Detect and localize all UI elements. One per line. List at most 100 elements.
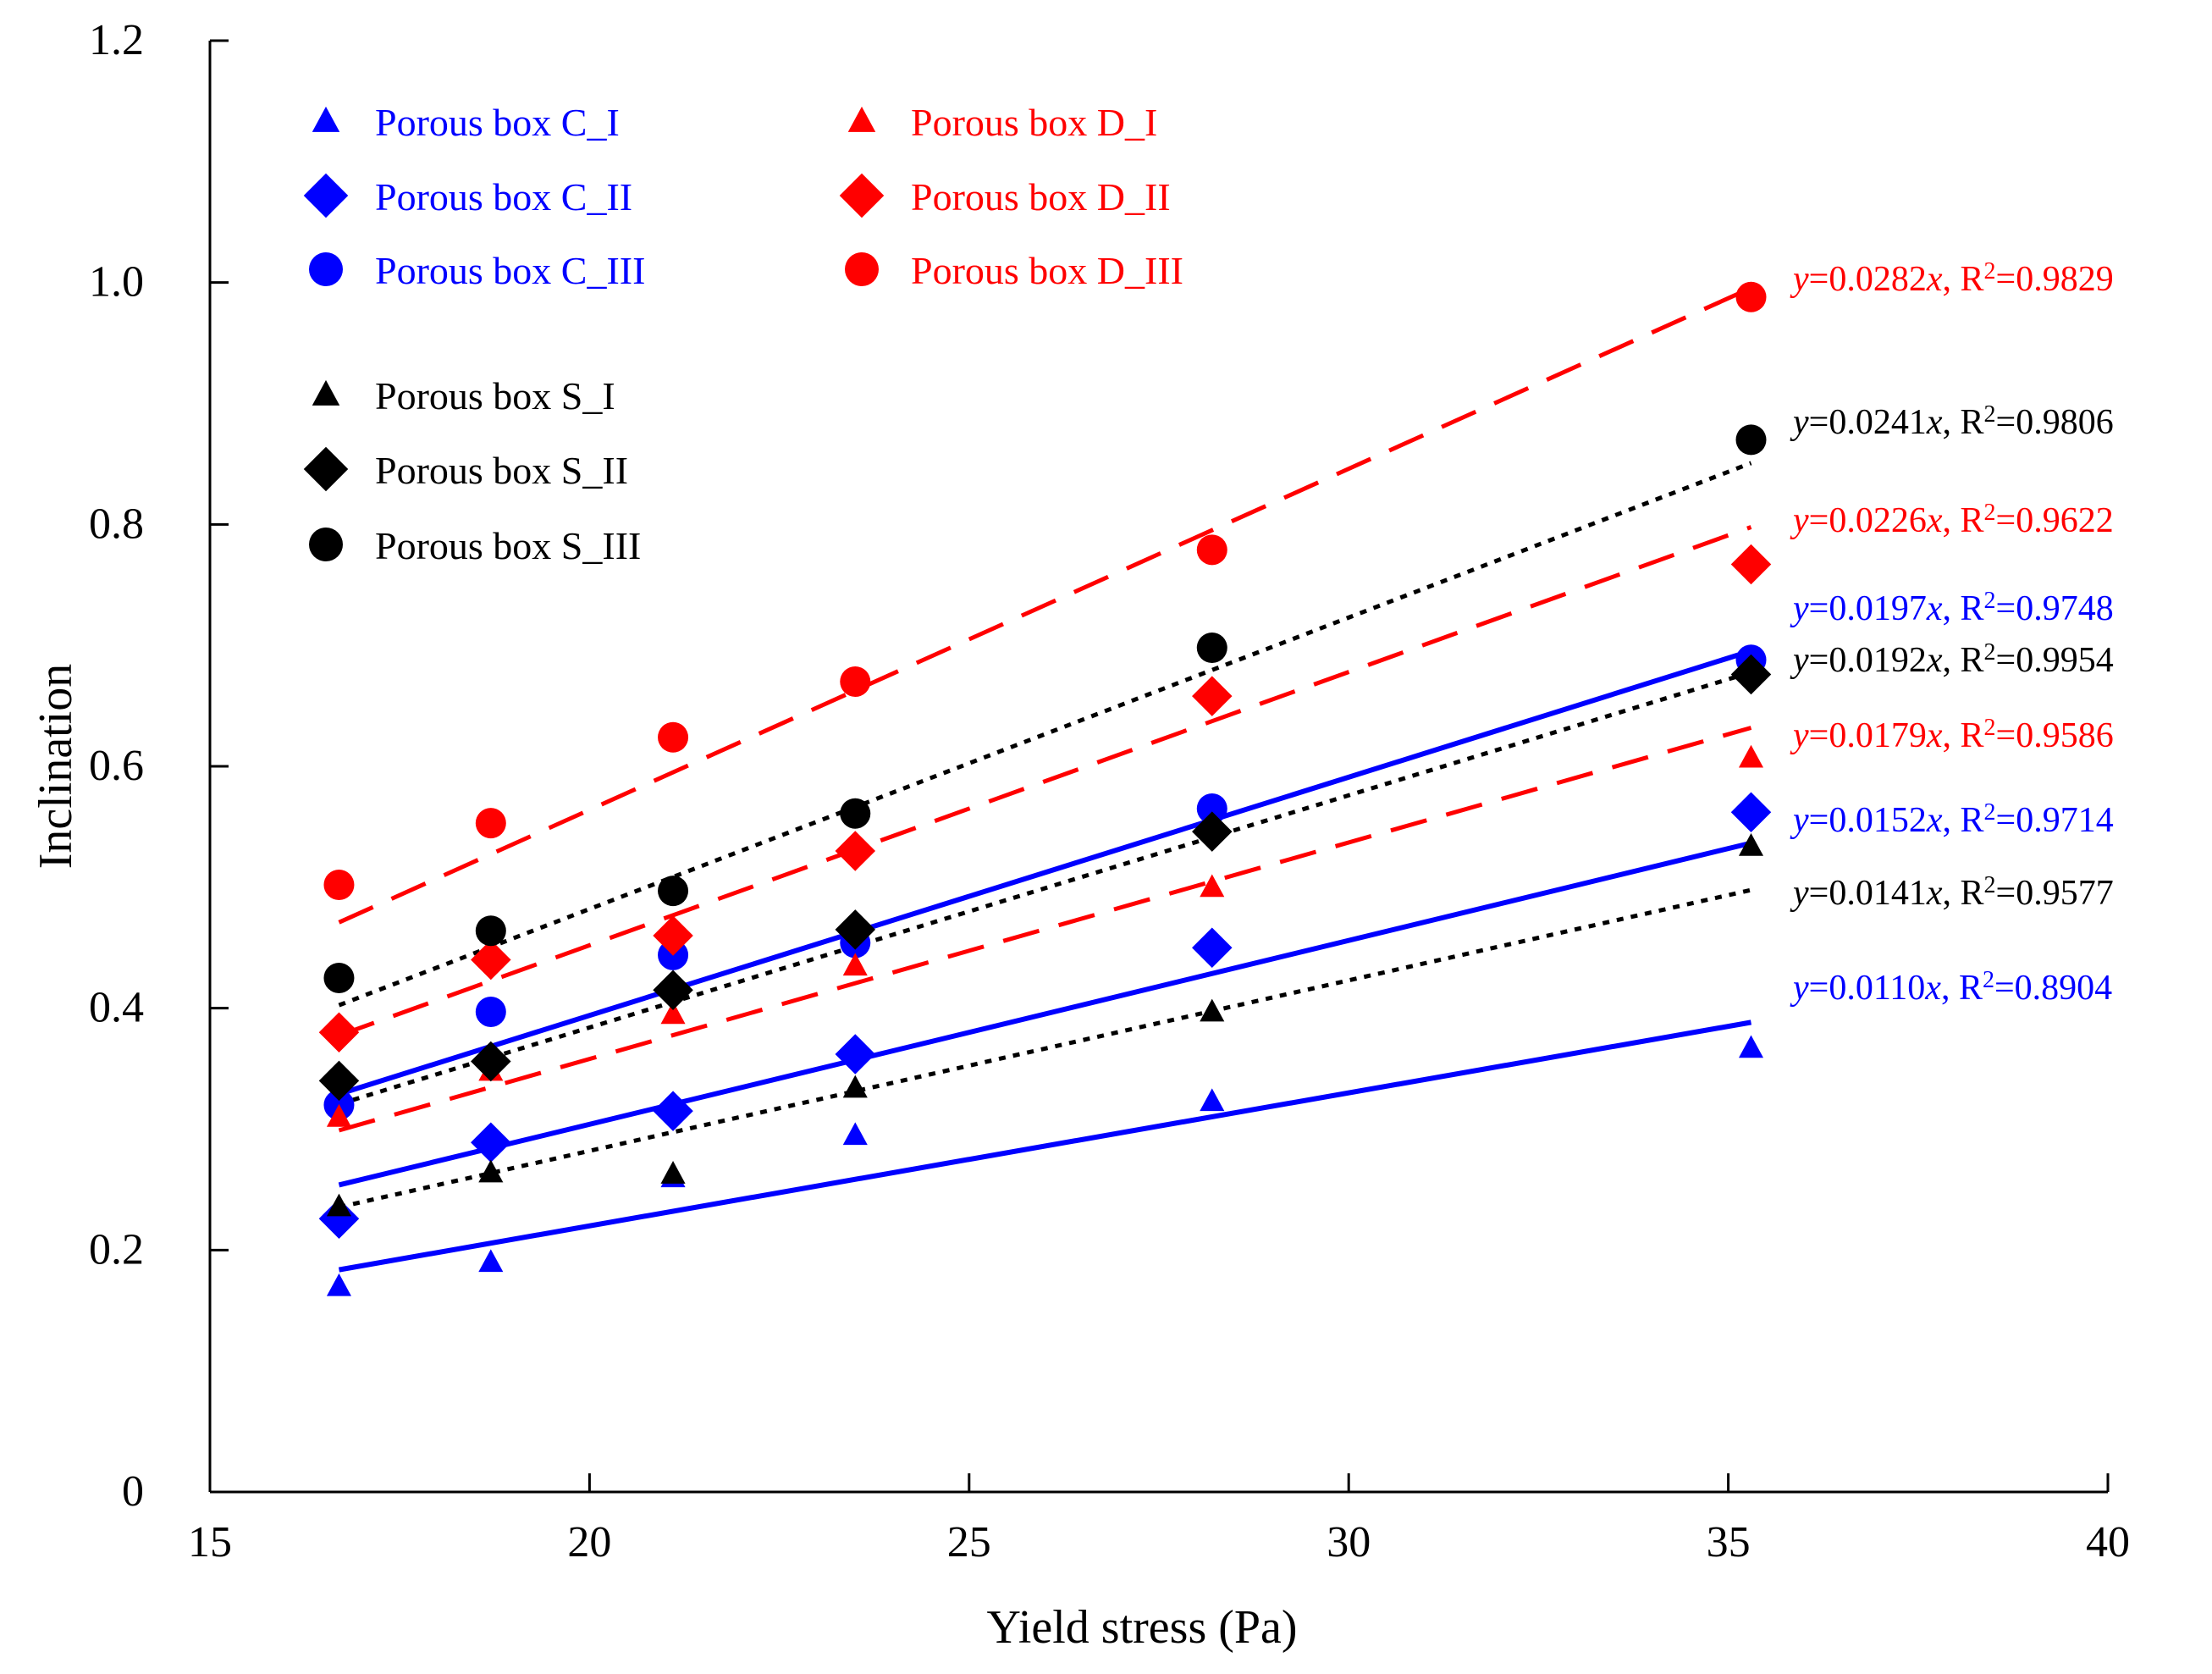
x-tick-label: 35 [1707,1518,1751,1566]
legend-label: Porous box C_II [375,175,632,218]
data-point [471,1122,511,1163]
fit-equation-part: =0.9748 [1996,589,2114,628]
data-point [478,1249,504,1273]
fit-line [338,525,1752,1038]
x-tick-label: 25 [947,1518,991,1566]
ticks: 15 20 25 30 35 40 0 0.2 0.4 0.6 0.8 1.0 1.2 [89,16,2130,1566]
data-markers [318,281,1772,1296]
data-point [318,1012,360,1052]
y-tick-label: 0 [122,1467,144,1516]
data-point [1200,998,1225,1022]
legend-marker [303,446,349,492]
y-tick-label: 1.0 [89,258,144,307]
legend-item: Porous box D_II [839,173,1171,218]
fit-line [338,887,1752,1210]
fit-equation-part: x [1926,403,1943,442]
fit-equation-part: =0.0282 [1809,260,1927,299]
data-point [323,962,355,993]
legend-label: Porous box C_III [375,249,645,292]
data-point [475,996,506,1027]
fit-equation-part: =0.9622 [1996,501,2114,540]
data-point [835,1034,876,1075]
fit-equation-part: 2 [1984,799,1996,826]
legend-label: Porous box D_III [911,249,1183,292]
fit-equation-part: , R [1941,969,1983,1008]
fit-equation-part: =0.9806 [1996,403,2114,442]
data-point [660,1161,686,1184]
legend-label: Porous box C_I [375,101,620,144]
fit-equation-part: y [1790,801,1809,840]
legend-label: Porous box S_III [375,524,641,567]
data-point [835,831,876,871]
fit-equation-part: =0.9829 [1996,260,2114,299]
fit-equation-part: y [1790,501,1809,540]
legend-item: Porous box S_II [303,446,628,492]
y-tick-label: 1.2 [89,16,144,64]
legend-label: Porous box D_I [911,101,1157,144]
fit-equation-part: y [1790,969,1809,1008]
fit-equation-part: =0.0197 [1809,589,1927,628]
fit-equation-part: =0.8904 [1994,969,2112,1008]
fit-line [338,670,1752,1107]
data-point [1730,792,1772,833]
fit-equation-part: 2 [1984,639,1996,666]
fit-equation-part: , R [1943,716,1984,755]
x-tick-label: 30 [1327,1518,1371,1566]
fit-equation-part: =0.0110 [1809,969,1926,1008]
data-point [1738,832,1764,856]
fit-equation-part: 2 [1984,715,1996,741]
legend-marker [309,252,343,286]
x-axis-label: Yield stress (Pa) [986,1601,1297,1654]
fit-equation-part: 2 [1983,967,1994,993]
fit-equation-part: =0.9577 [1996,874,2114,913]
legend-label: Porous box S_II [375,449,628,492]
data-point [1196,793,1227,824]
fit-equation-part: y [1790,260,1809,299]
legend-marker [312,106,340,132]
data-point [326,1193,351,1217]
legend-marker [847,106,876,132]
data-point [1192,927,1233,968]
data-point [842,953,868,976]
data-point [326,1103,351,1127]
data-point [1200,1088,1225,1112]
legend-marker [845,252,879,286]
legend-marker [309,528,343,561]
data-point [658,721,689,753]
fit-line [338,648,1752,1097]
data-point [326,1273,351,1296]
legend-label: Porous box D_II [911,175,1171,218]
x-tick-label: 20 [567,1518,611,1566]
legend-item: Porous box C_I [312,101,620,144]
fit-equation-part: , R [1943,589,1984,628]
legend-marker [312,379,340,406]
fit-equation-part: y [1790,874,1809,913]
data-point [1738,744,1764,768]
x-tick-label: 40 [2086,1518,2130,1566]
data-point [653,970,693,1010]
data-point [1730,654,1772,695]
fit-equation-part: x [1926,589,1943,628]
fit-equation: y=0.0226x, R2=0.9622 [1790,500,2114,540]
legend-item: Porous box S_I [312,374,615,417]
legend-item: Porous box C_II [303,173,632,218]
data-point [1196,534,1227,566]
data-point [471,1041,511,1082]
fit-equation-part: , R [1943,403,1984,442]
fit-equation: y=0.0152x, R2=0.9714 [1790,799,2114,840]
fit-equation-part: =0.9714 [1996,801,2114,840]
legend-item: Porous box S_III [309,524,641,567]
data-point [475,915,506,947]
data-point [1192,811,1233,852]
fit-equation-part: , R [1943,260,1984,299]
fit-equation-part: 2 [1984,401,1996,428]
legend: Porous box C_I Porous box C_II Porous box … [303,101,1183,567]
y-tick-label: 0.6 [89,742,144,790]
data-point [318,1060,360,1102]
fit-equation-part: =0.0241 [1809,403,1927,442]
data-point [653,915,693,956]
fit-equation-part: x [1926,801,1943,840]
fit-equation-part: =0.9586 [1996,716,2114,755]
